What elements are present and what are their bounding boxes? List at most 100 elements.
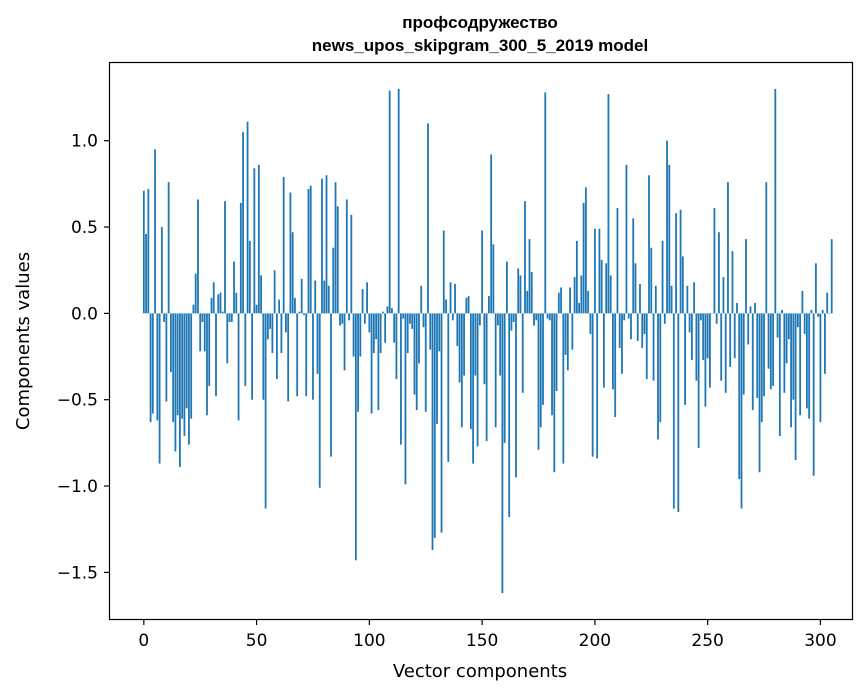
bar [456,313,459,347]
bar [357,313,359,412]
bar [402,313,405,319]
bar [366,282,368,314]
bar [805,313,808,409]
bar [699,313,702,321]
bar [445,299,447,314]
bar [163,313,166,322]
bar [368,313,371,333]
y-axis-label: Components values [13,252,34,430]
bar [709,313,711,388]
bar [575,240,578,314]
bar [598,228,601,314]
bar [490,154,493,314]
bar [783,313,786,393]
bar [497,313,499,326]
x-tick-label: 200 [579,631,611,651]
bar [359,313,362,357]
bar [560,287,562,314]
bar [499,313,502,376]
bar [650,247,653,314]
bar [230,313,233,322]
bar [557,292,560,314]
bar [411,313,414,329]
bar [697,313,700,449]
bar [729,313,732,367]
bar [506,261,508,314]
bar [652,313,655,381]
bar [481,230,484,314]
bar [348,313,350,321]
bar [318,313,321,488]
bar [553,313,556,473]
bar [370,313,373,414]
bar [454,284,456,314]
bar [616,208,619,314]
bar [672,313,675,509]
bar [643,313,646,335]
bar [307,189,310,314]
y-tick-label: 0.5 [71,218,98,238]
bar [578,303,580,314]
bar [510,313,513,331]
bar [569,287,571,314]
bar [796,313,799,328]
bar [503,313,506,443]
bar [345,199,348,314]
bar [169,313,172,373]
bar [681,256,684,314]
bar [449,282,452,314]
bar [246,121,249,314]
bar [790,313,792,428]
bar [778,313,781,436]
bar [413,313,416,395]
bar [808,313,811,419]
bar [666,140,668,314]
bar [436,313,438,424]
y-tick-label: −1.0 [57,477,98,497]
x-tick-label: 50 [246,631,268,651]
bar [483,313,486,385]
bar [183,313,186,436]
bar [327,285,330,314]
bar [799,313,802,416]
bar [815,263,817,314]
bar [409,313,411,324]
bar [519,275,522,314]
y-tick-label: 1.0 [71,132,98,152]
bar [273,270,276,314]
bar [433,313,436,538]
bar [228,313,231,322]
bar [821,309,824,314]
bar [395,313,398,379]
bar [192,304,195,314]
bar [600,259,603,314]
bar [810,309,813,314]
bar [172,313,175,423]
bar [332,247,335,314]
bar [287,313,290,402]
bar [517,268,520,314]
bar [190,313,193,419]
bar [350,214,353,314]
bar [260,275,262,314]
bar [530,271,533,314]
x-tick-label: 0 [138,631,149,651]
bar [722,277,725,314]
bar [447,313,450,462]
bar [388,90,391,314]
bar [463,313,465,376]
chart-title-line1: профсодружество [402,13,558,32]
bar [751,313,754,411]
bar [693,282,696,314]
bar [275,313,278,379]
bar [521,313,524,393]
bar [321,178,323,314]
bar [429,313,432,350]
bar [763,313,765,397]
y-axis: 1.0 0.5 0.0 −0.5 −1.0 −1.5 [57,132,110,583]
bar [742,313,745,395]
bar [305,313,308,397]
bar [316,313,319,374]
bar [715,313,718,324]
